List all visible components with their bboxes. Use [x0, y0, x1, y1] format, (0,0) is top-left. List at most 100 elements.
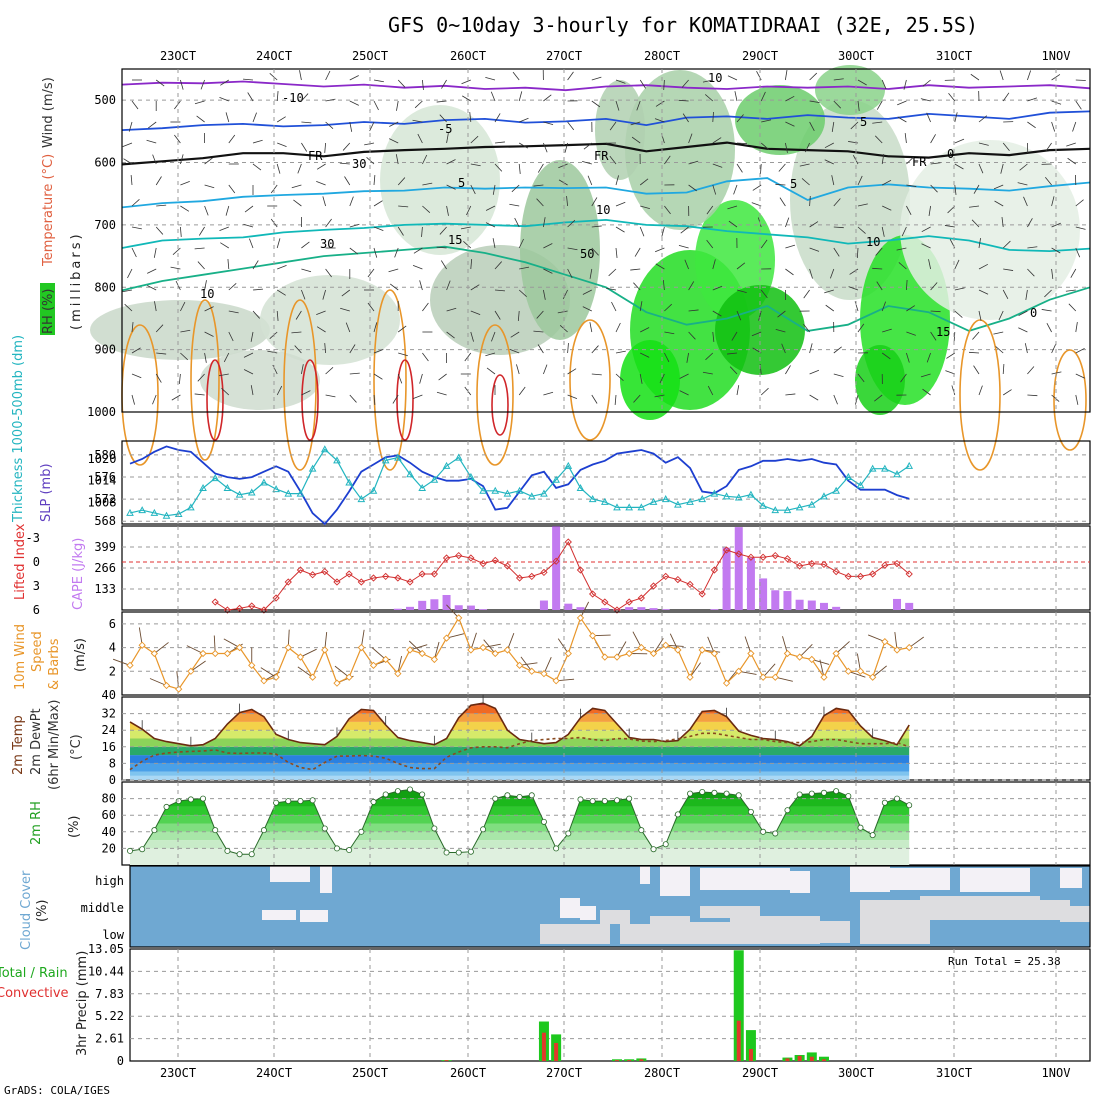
wind-barb	[639, 79, 646, 89]
precip-total-bar	[733, 950, 744, 1061]
wind-barb	[276, 238, 281, 249]
rh-point	[431, 825, 438, 832]
wind-speed-point	[881, 638, 889, 646]
rh-point	[200, 795, 207, 802]
slp-tick: 1020	[88, 452, 117, 466]
contour-label: 50	[580, 247, 594, 261]
wind-barb	[180, 226, 182, 237]
wind-barb	[928, 205, 931, 216]
wind-barb	[1051, 121, 1056, 132]
wind-speed-point	[625, 649, 633, 658]
wind-barb	[557, 310, 568, 314]
wind-barb	[1027, 121, 1036, 129]
wind-barb	[801, 178, 810, 186]
wind-barb	[543, 268, 553, 274]
cloud-gap	[300, 910, 328, 922]
wind-barb	[470, 259, 473, 270]
wind-barb	[373, 349, 384, 354]
wind-barb	[494, 310, 501, 320]
wind-barb	[373, 79, 384, 83]
wind-speed-point	[150, 649, 158, 658]
wind-barb	[494, 141, 505, 144]
date-top-label: 29OCT	[742, 49, 778, 63]
wind-barb	[494, 113, 501, 123]
lifted-tick: -3	[26, 531, 40, 545]
contour-label: 30	[352, 157, 366, 171]
cape-bar	[710, 609, 719, 610]
wind-barb	[973, 365, 980, 375]
rh-shade	[855, 345, 905, 415]
date-top-label: 27OCT	[546, 49, 582, 63]
cape-bar	[819, 602, 828, 610]
wind-barb	[1027, 394, 1038, 397]
cloud-gap	[700, 868, 790, 890]
wind-barb	[436, 391, 447, 396]
wind-barb	[446, 133, 449, 144]
wind-barb	[897, 100, 907, 106]
rh-point	[260, 827, 267, 834]
wind-barb	[392, 394, 399, 404]
temp-tick: 0	[109, 773, 116, 787]
wind-barb	[954, 310, 963, 318]
wind-speed-point	[430, 655, 439, 664]
lifted-index-point	[881, 561, 889, 569]
lifted-index-point	[479, 559, 487, 568]
rh-tick: 20	[102, 841, 116, 855]
wind-barb	[243, 369, 254, 375]
wind-barb	[978, 238, 981, 249]
cloud-label: Cloud Cover	[19, 870, 34, 950]
rh-point	[297, 798, 304, 805]
wind-barb	[373, 322, 378, 333]
wind-barb	[809, 369, 820, 375]
wind-speed-point	[248, 661, 256, 669]
precip-conv-bar	[797, 1055, 802, 1061]
thickness-point	[795, 503, 804, 511]
wind-barb	[419, 280, 423, 291]
wind-barb	[518, 163, 521, 174]
wind-barb	[485, 222, 496, 228]
wind-barb	[582, 306, 592, 312]
thickness-point	[893, 470, 901, 478]
wind-barb	[781, 343, 786, 354]
wind-barb	[712, 310, 722, 317]
wind-barb	[155, 176, 162, 186]
date-bottom-label: 24OCT	[256, 1066, 292, 1080]
precip-conv-bar	[785, 1058, 790, 1061]
cloud-low-patch	[620, 924, 650, 944]
wind-barb	[446, 331, 455, 339]
wind-barb	[147, 285, 157, 291]
lifted-index-point	[528, 572, 536, 581]
wind-barb	[204, 352, 207, 363]
wind-barb	[413, 247, 423, 254]
top-date-axis: 23OCT 24OCT 25OCT 26OCT 27OCT 28OCT 29OCT 30OCT…	[160, 49, 1071, 63]
thickness-point	[807, 500, 816, 508]
wind-barb	[876, 281, 883, 291]
contour-label: 5	[860, 115, 867, 129]
temp-band	[130, 746, 910, 756]
wind-barb	[900, 373, 907, 383]
thickness-point	[345, 478, 353, 486]
wind-barb	[591, 345, 599, 354]
lifted-index-point	[235, 604, 244, 613]
wind-barb	[345, 322, 351, 333]
cloud-low-patch	[920, 896, 1040, 906]
wind-barb	[978, 163, 984, 174]
wind-barb	[589, 268, 593, 279]
wind-barb	[948, 92, 956, 102]
wind-barb-10m	[154, 642, 169, 654]
thickness-point	[162, 511, 171, 519]
slp-line	[129, 445, 910, 526]
wind-barb	[397, 373, 403, 384]
thickness-point	[588, 495, 597, 503]
wind-barb	[398, 205, 409, 208]
wind-barb	[1070, 268, 1077, 278]
wind-barb	[1018, 310, 1028, 317]
wind-barb	[492, 238, 496, 249]
wind-speed-point	[515, 661, 524, 669]
wind-barb	[422, 182, 433, 186]
wind-barb	[973, 184, 980, 194]
wind-barb	[174, 134, 181, 144]
cloud-low-patch	[1060, 906, 1090, 922]
thickness-point	[686, 497, 694, 505]
wind-barb	[518, 91, 523, 102]
